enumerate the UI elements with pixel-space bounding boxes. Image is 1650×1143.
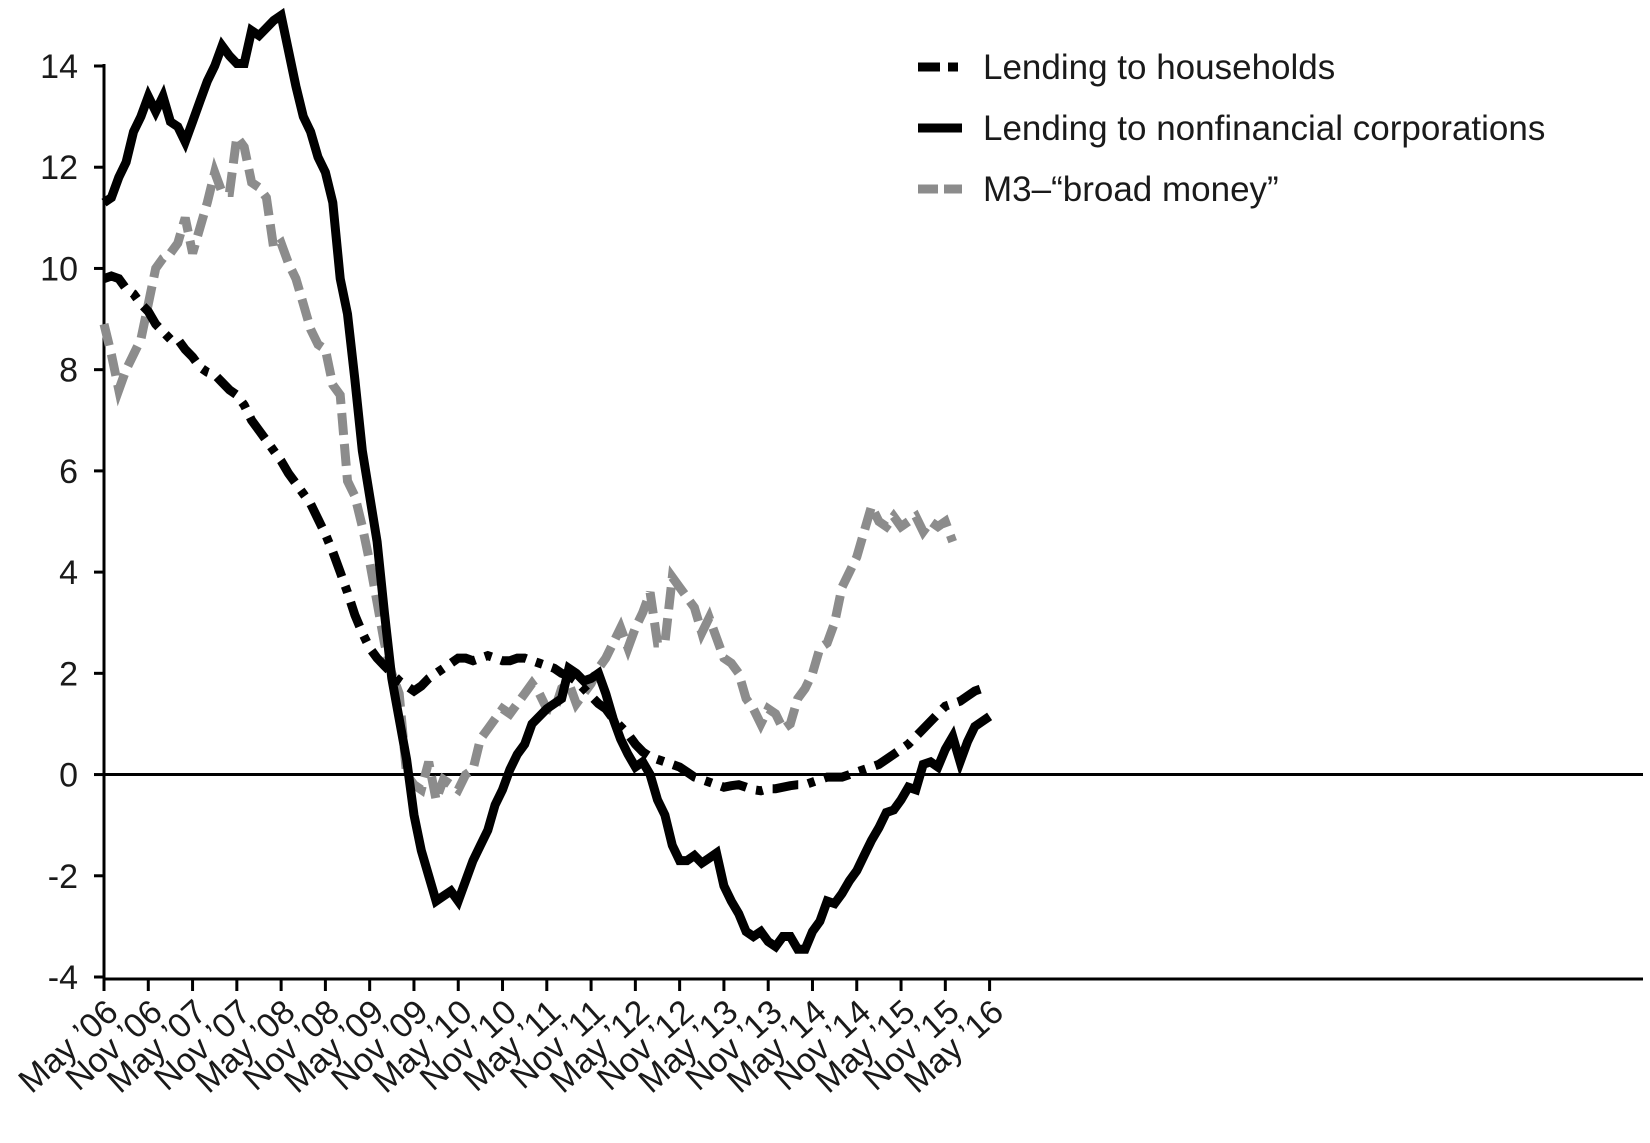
legend: Lending to households Lending to nonfinan…: [918, 48, 1545, 209]
y-tick-label: 14: [40, 48, 78, 86]
series-line-m3-broad-money: [99, 125, 957, 817]
y-tick-label: 2: [59, 655, 78, 693]
legend-label: Lending to nonfinancial corporations: [983, 109, 1545, 148]
y-tick-label: -2: [48, 858, 78, 896]
y-axis-ticks: -4 -2 0 2 4 6 8 10 12 14: [40, 48, 104, 997]
y-tick-label: 12: [40, 149, 78, 187]
y-tick-label: 6: [59, 453, 78, 491]
y-tick-label: 4: [59, 554, 78, 592]
y-tick-label: 0: [59, 757, 78, 795]
series-layer: [99, 7, 993, 954]
legend-label: M3–“broad money”: [983, 170, 1279, 209]
series-line-lending-to-nonfinancial-corporations: [101, 7, 993, 954]
y-tick-label: 10: [40, 250, 78, 288]
y-tick-label: -4: [48, 959, 78, 997]
y-tick-label: 8: [59, 352, 78, 390]
series-line-lending-to-households: [102, 271, 984, 796]
legend-label: Lending to households: [983, 48, 1335, 87]
